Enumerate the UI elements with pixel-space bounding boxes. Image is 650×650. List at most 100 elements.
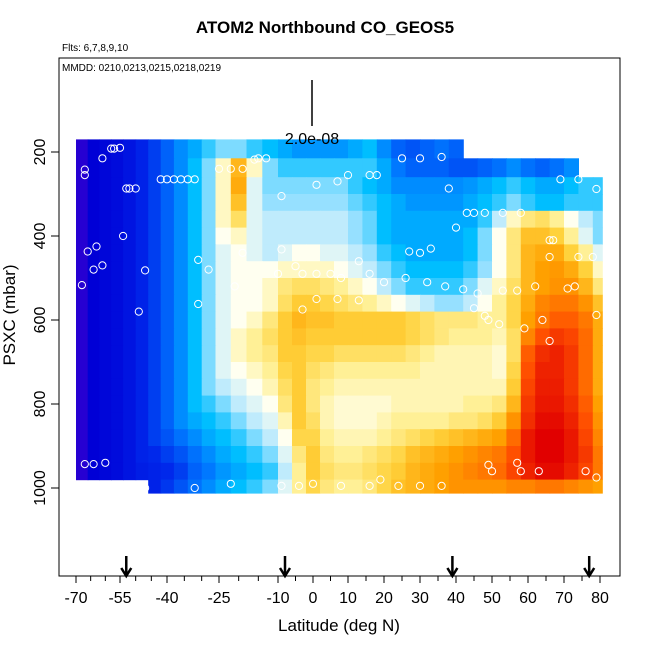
sample-point <box>495 320 504 329</box>
heatmap-cell <box>292 261 307 279</box>
heatmap-cell <box>76 261 89 279</box>
y-axis: 200 400 600 800 1000 <box>32 139 60 506</box>
sample-point <box>312 269 321 278</box>
heatmap-cell <box>99 412 112 430</box>
heatmap-cell <box>448 328 464 346</box>
heatmap-cell <box>87 278 100 296</box>
heatmap-cell <box>173 362 189 380</box>
sample-point <box>480 208 489 217</box>
heatmap-cell <box>278 227 293 245</box>
x-tick-label: 0 <box>309 590 318 607</box>
heatmap-cell <box>148 210 162 229</box>
heatmap-cell <box>463 479 479 494</box>
heatmap-cell <box>246 362 263 380</box>
heatmap-cell <box>334 462 349 481</box>
heatmap-cell <box>99 311 112 329</box>
heatmap-cell <box>278 177 293 195</box>
heatmap-cell <box>463 194 479 212</box>
heatmap-cell <box>391 278 407 296</box>
heatmap-cell <box>148 194 162 212</box>
heatmap-cell <box>477 345 493 363</box>
heatmap-cell <box>173 194 189 212</box>
heatmap-cell <box>278 345 293 363</box>
heatmap-cell <box>215 328 232 346</box>
heatmap-cell <box>334 311 349 329</box>
heatmap-cell <box>230 429 248 447</box>
heatmap-cell <box>405 210 421 229</box>
heatmap-cell <box>76 177 89 195</box>
heatmap-cell <box>348 210 363 229</box>
heatmap-cell <box>420 278 435 296</box>
heatmap-cell <box>87 158 100 178</box>
sample-point <box>83 247 92 256</box>
heatmap-cell <box>123 194 137 212</box>
heatmap-cell <box>148 446 162 464</box>
heatmap-cell <box>463 177 479 195</box>
sample-point <box>487 467 497 476</box>
heatmap-cell <box>434 244 450 262</box>
sample-point <box>326 269 335 278</box>
heatmap-cell <box>535 378 551 397</box>
heatmap-cell <box>564 362 579 380</box>
heatmap-cell <box>99 210 112 229</box>
heatmap-cell <box>578 328 594 346</box>
heatmap-cell <box>391 429 407 447</box>
heatmap-cell <box>592 311 603 329</box>
heatmap-cell <box>492 177 507 195</box>
flight-marker-arrow <box>278 556 292 579</box>
sample-point <box>563 284 572 293</box>
heatmap-cell <box>376 362 392 380</box>
heatmap-cell <box>506 244 522 262</box>
heatmap-cell <box>111 177 124 195</box>
heatmap-cell <box>334 244 349 262</box>
heatmap-cell <box>306 139 321 159</box>
sample-point <box>262 154 271 163</box>
heatmap-cell <box>334 194 349 212</box>
heatmap-cell <box>246 412 263 430</box>
heatmap-cell <box>434 294 450 313</box>
heatmap-cell <box>230 139 248 159</box>
heatmap-cell <box>111 328 124 346</box>
heatmap-cell <box>492 261 507 279</box>
heatmap-cell <box>463 328 479 346</box>
heatmap-cell <box>535 345 551 363</box>
heatmap-cell <box>201 278 217 296</box>
heatmap-cell <box>160 378 175 397</box>
sample-point <box>513 286 522 295</box>
heatmap-cell <box>135 139 149 159</box>
heatmap-cell <box>320 294 335 313</box>
sample-point <box>101 458 110 467</box>
heatmap-cell <box>123 345 137 363</box>
heatmap-cell <box>405 328 421 346</box>
heatmap-cell <box>148 345 162 363</box>
heatmap-cell <box>306 261 321 279</box>
heatmap-cell <box>564 210 579 229</box>
heatmap-cell <box>362 244 378 262</box>
sample-point <box>592 310 601 320</box>
heatmap-cell <box>434 479 450 494</box>
heatmap-cell <box>215 412 232 430</box>
sample-point <box>354 296 363 305</box>
heatmap-cell <box>148 378 162 397</box>
heatmap-cell <box>278 194 293 212</box>
heatmap-cell <box>262 462 279 481</box>
heatmap-cell <box>187 194 203 212</box>
heatmap-cell <box>535 328 551 346</box>
heatmap-cell <box>520 227 536 245</box>
heatmap-cell <box>376 158 392 178</box>
heatmap-cell <box>87 446 100 464</box>
heatmap-cell <box>123 446 137 464</box>
heatmap-cell <box>362 345 378 363</box>
sample-point <box>354 257 363 266</box>
heatmap-cell <box>549 479 565 494</box>
heatmap-cell <box>535 294 551 313</box>
heatmap-cell <box>87 345 100 363</box>
heatmap-cell <box>348 429 363 447</box>
heatmap-cell <box>391 261 407 279</box>
sample-point <box>415 154 425 163</box>
sample-point <box>336 273 346 283</box>
heatmap-cell <box>215 395 232 413</box>
heatmap-cell <box>160 194 175 212</box>
heatmap-cell <box>123 278 137 296</box>
heatmap-cell <box>405 479 421 494</box>
